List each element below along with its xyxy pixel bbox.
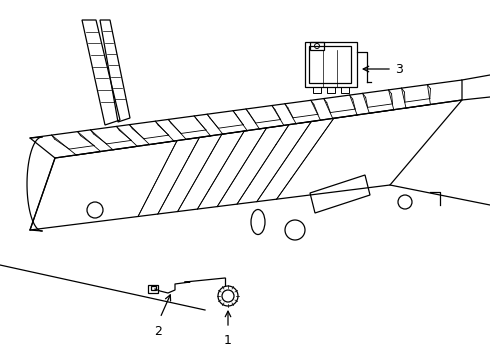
Bar bbox=[310, 42, 324, 50]
Bar bbox=[151, 286, 156, 290]
Bar bbox=[341, 87, 349, 93]
Bar bbox=[305, 42, 357, 87]
Bar bbox=[309, 46, 351, 83]
Text: 1: 1 bbox=[224, 334, 232, 347]
Bar bbox=[327, 87, 335, 93]
Text: 3: 3 bbox=[395, 63, 403, 76]
Bar bbox=[313, 87, 321, 93]
Text: 2: 2 bbox=[154, 325, 162, 338]
Bar bbox=[148, 285, 158, 293]
